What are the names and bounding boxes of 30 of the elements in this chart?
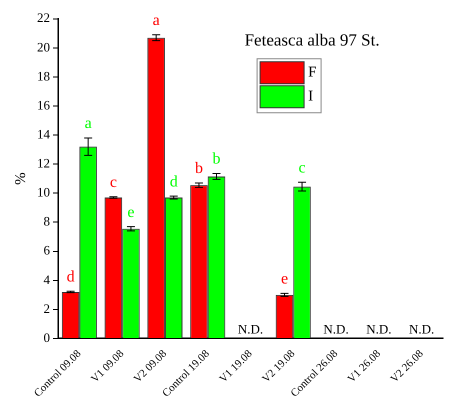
data-label: c [110, 174, 117, 191]
data-label: a [152, 12, 160, 29]
legend-label: F [308, 64, 316, 81]
data-label: c [298, 159, 306, 176]
y-tick-label: 18 [37, 68, 50, 84]
annotation: N.D. [408, 321, 434, 336]
data-label: d [66, 268, 75, 286]
data-label: e [127, 204, 134, 221]
y-tick-label: 6 [44, 242, 50, 258]
y-tick-label: 14 [37, 126, 50, 142]
y-tick-label: 2 [44, 300, 50, 316]
y-axis-title: % [12, 172, 29, 185]
data-label: d [170, 173, 178, 190]
y-tick-label: 12 [37, 156, 50, 171]
text: Feteasca alba 97 St. [244, 30, 380, 50]
y-tick-label: 4 [44, 272, 50, 287]
y-tick-label: 20 [37, 39, 50, 54]
annotation: N.D. [366, 321, 392, 336]
data-label: a [84, 115, 92, 132]
y-tick-label: 0 [44, 330, 50, 345]
y-tick-label: 16 [37, 97, 50, 112]
annotation: N.D. [238, 321, 264, 336]
y-tick-label: 8 [44, 214, 50, 229]
y-tick-label: 22 [37, 10, 50, 26]
data-label: b [194, 160, 203, 178]
legend-label: I [308, 88, 314, 105]
y-tick-label: 10 [37, 184, 50, 200]
data-label: e [280, 270, 288, 288]
annotation: N.D. [323, 321, 349, 336]
data-label: b [212, 150, 220, 168]
